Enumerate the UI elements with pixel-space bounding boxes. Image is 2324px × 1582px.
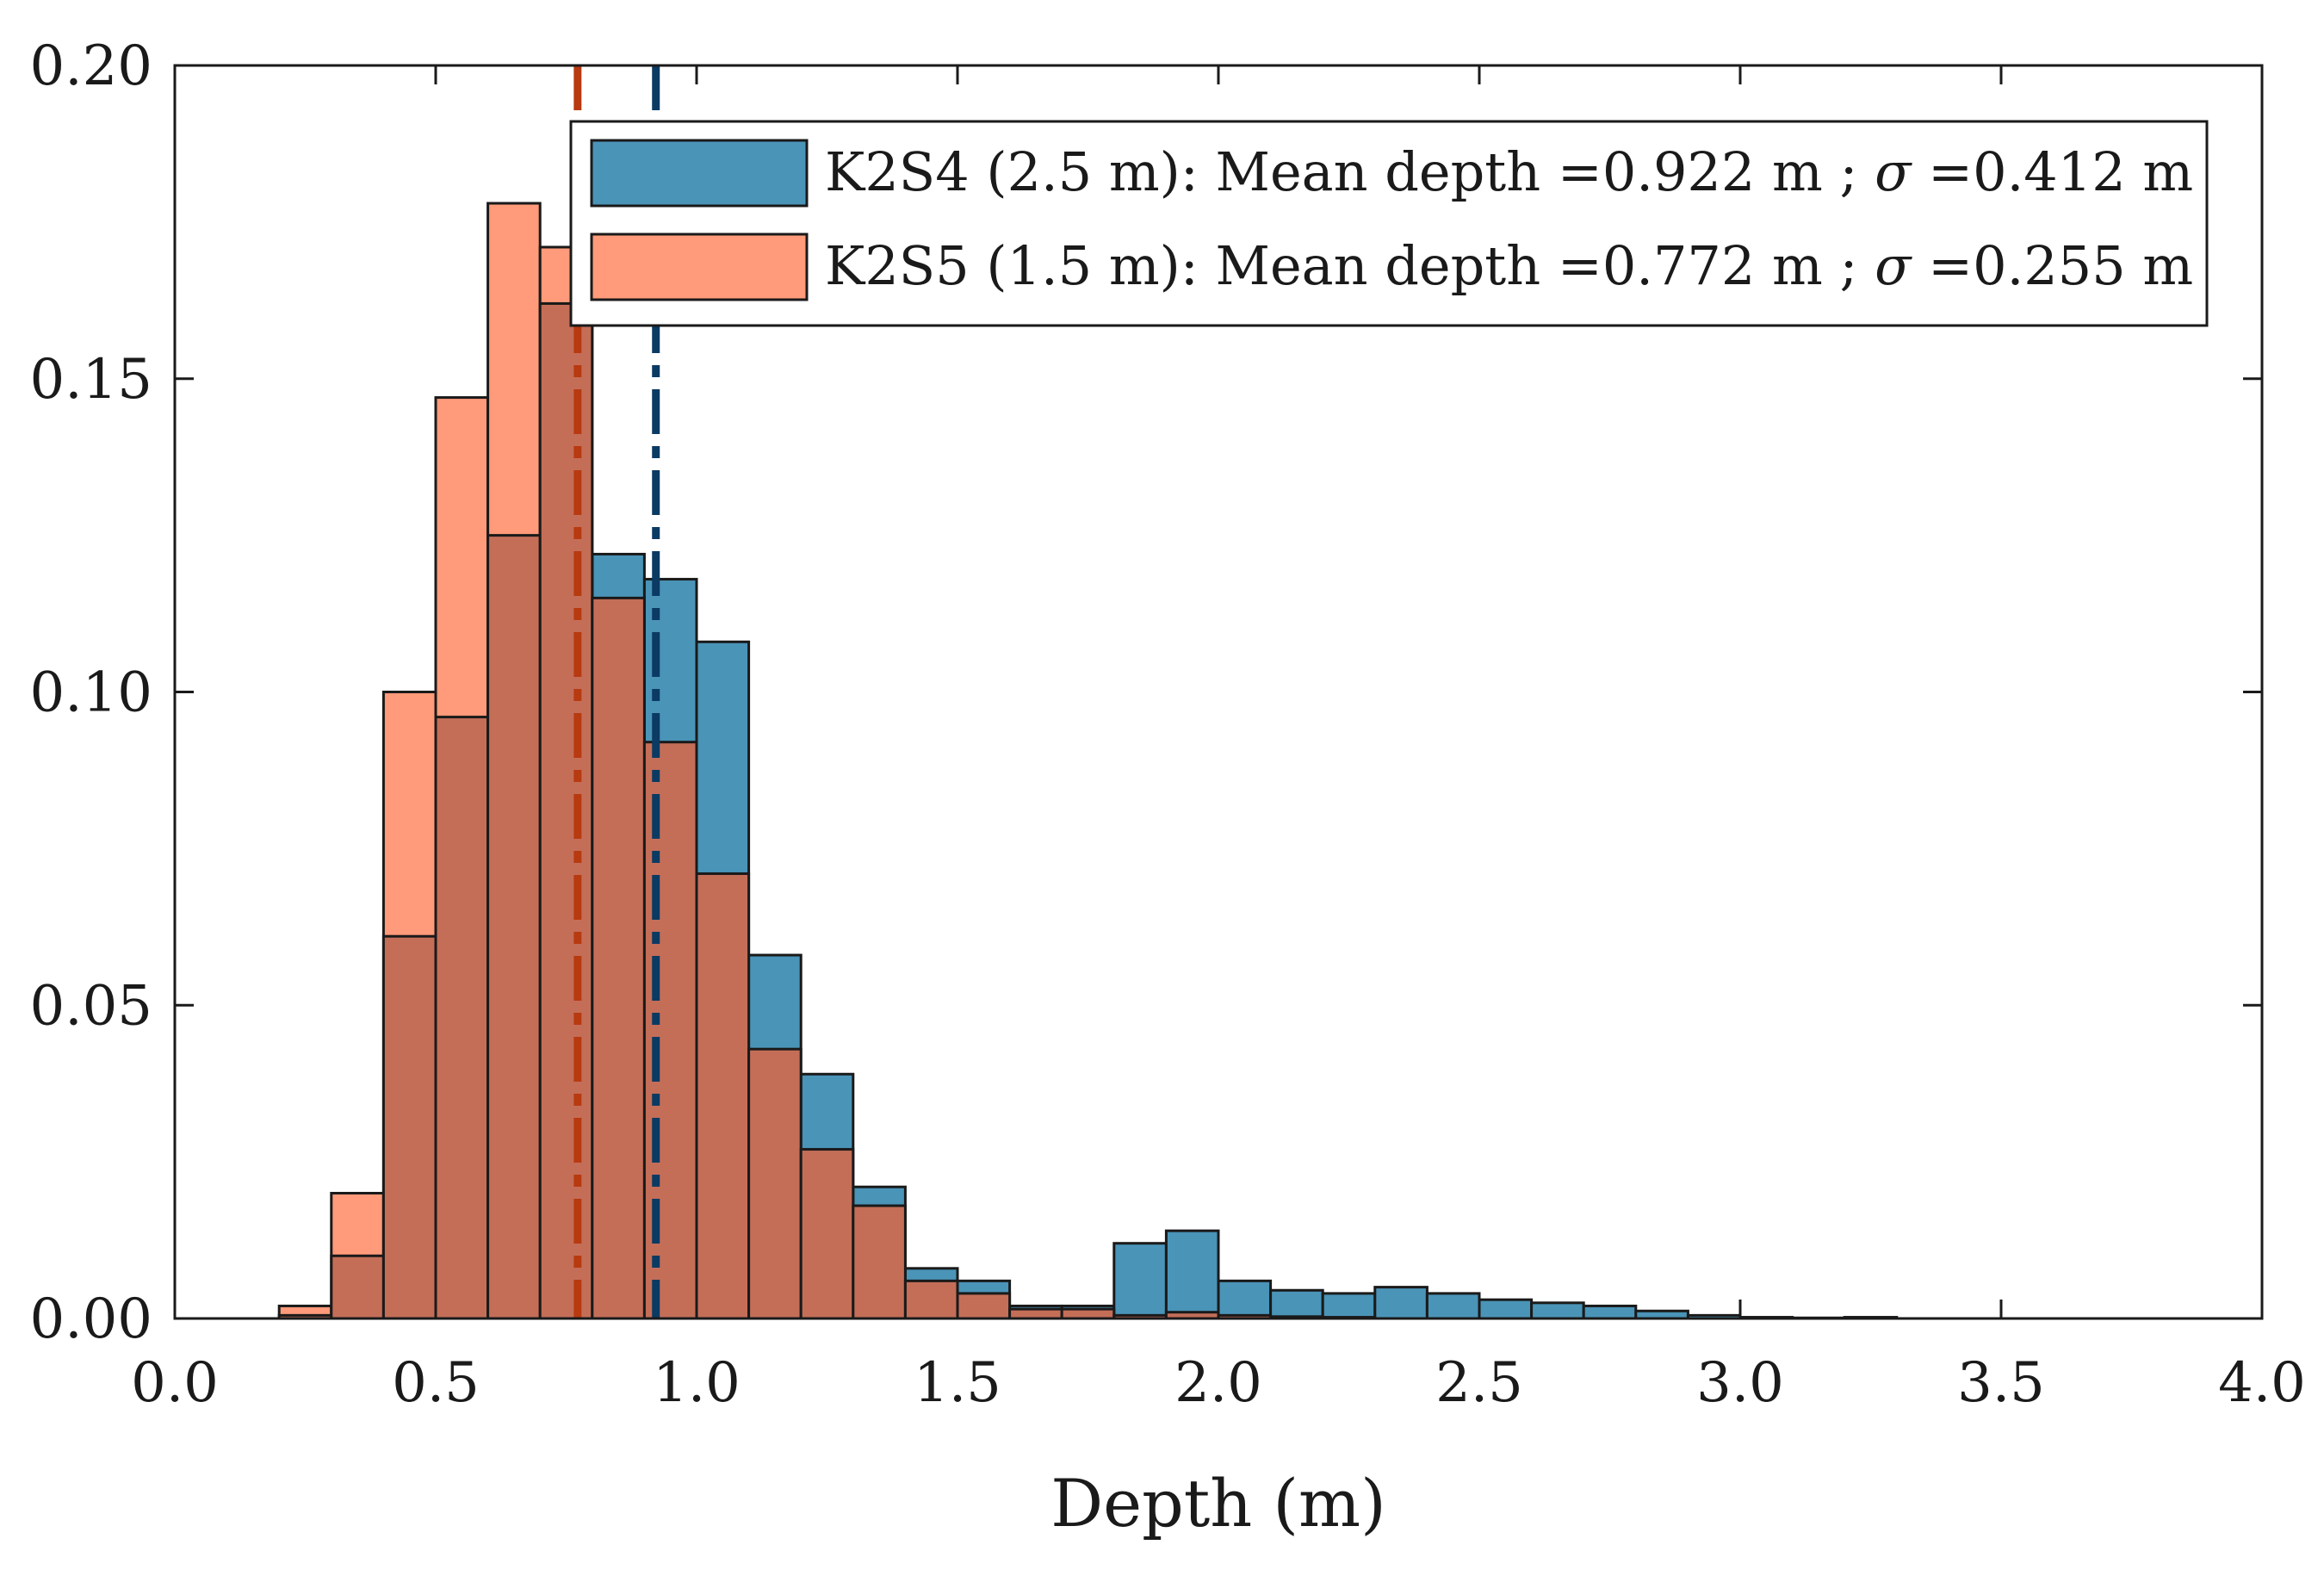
x-tick-label: 0.0 (131, 1351, 219, 1415)
bar-overlap (538, 301, 594, 1320)
legend-swatch-k2s4 (590, 139, 809, 208)
y-tick-label: 0.15 (30, 348, 153, 412)
legend-swatch-k2s5 (590, 233, 809, 301)
bar-overlap (852, 1204, 907, 1320)
legend: K2S4 (2.5 m): Mean depth =0.922 m ; σ =0… (569, 120, 2209, 327)
bar-k2s4 (1112, 1242, 1168, 1320)
x-tick-label: 2.0 (1174, 1351, 1262, 1415)
x-tick-label: 1.0 (653, 1351, 741, 1415)
x-tick-label: 1.5 (914, 1351, 1001, 1415)
bar-overlap (1008, 1307, 1063, 1320)
mean-lines (573, 65, 660, 1318)
bar-k2s4 (1582, 1304, 1638, 1320)
bar-k2s4 (1164, 1229, 1220, 1320)
x-tick-label: 0.5 (392, 1351, 480, 1415)
legend-box (569, 120, 2209, 327)
bar-overlap (903, 1279, 959, 1320)
bar-k2s4 (1321, 1292, 1377, 1320)
y-tick-label: 0.00 (30, 1287, 153, 1351)
legend-sigma-value: 0.255 (1973, 234, 2126, 297)
x-tick-label: 4.0 (2218, 1351, 2306, 1415)
legend-sigma-value: 0.412 (1973, 140, 2126, 203)
bar-overlap (799, 1148, 855, 1320)
x-tick-label: 3.5 (1957, 1351, 2045, 1415)
legend-unit-end: m (2126, 234, 2194, 297)
bar-k2s4 (1425, 1292, 1481, 1320)
bar-overlap (591, 596, 646, 1320)
x-tick-label: 2.5 (1435, 1351, 1523, 1415)
y-tick-label: 0.05 (30, 974, 153, 1038)
x-axis: 0.0 0.5 1.0 1.5 2.0 2.5 3.0 3.5 4.0 (131, 65, 2306, 1415)
bar-k2s4 (1478, 1298, 1534, 1320)
bar-k2s4 (1217, 1279, 1273, 1320)
legend-unit-end: m (2126, 140, 2194, 203)
legend-entry-k2s4: K2S4 (2.5 m): Mean depth =0.922 m ; σ =0… (825, 140, 2193, 203)
bar-overlap (695, 872, 751, 1320)
bar-overlap (956, 1292, 1012, 1320)
legend-equals: = (1911, 140, 1973, 203)
x-tick-label: 3.0 (1696, 1351, 1784, 1415)
legend-unit: m ; (1755, 234, 1875, 297)
legend-entry-k2s5: K2S5 (1.5 m): Mean depth =0.772 m ; σ =0… (825, 234, 2193, 297)
bar-k2s4 (1530, 1301, 1585, 1320)
legend-equals: = (1911, 234, 1973, 297)
legend-prefix: K2S5 (1.5 m): Mean depth = (825, 234, 1602, 297)
y-tick-label: 0.10 (30, 661, 153, 725)
legend-sigma-symbol: σ (1875, 234, 1912, 297)
legend-prefix: K2S4 (2.5 m): Mean depth = (825, 140, 1602, 203)
legend-mean-value: 0.922 (1602, 140, 1756, 203)
y-tick-label: 0.20 (30, 34, 153, 98)
bar-k2s4 (1373, 1286, 1428, 1320)
bar-overlap (747, 1047, 803, 1320)
legend-mean-value: 0.772 (1602, 234, 1756, 297)
bar-overlap (381, 934, 437, 1320)
bar-overlap (434, 716, 490, 1320)
bar-overlap (486, 534, 542, 1320)
bar-overlap (330, 1254, 385, 1320)
bar-k2s4 (1269, 1288, 1324, 1320)
x-axis-title: Depth (m) (1050, 1465, 1386, 1542)
legend-unit: m ; (1755, 140, 1875, 203)
bar-overlap (1060, 1307, 1116, 1320)
legend-sigma-symbol: σ (1875, 140, 1912, 203)
y-axis: 0.00 0.05 0.10 0.15 0.20 (30, 34, 2262, 1351)
